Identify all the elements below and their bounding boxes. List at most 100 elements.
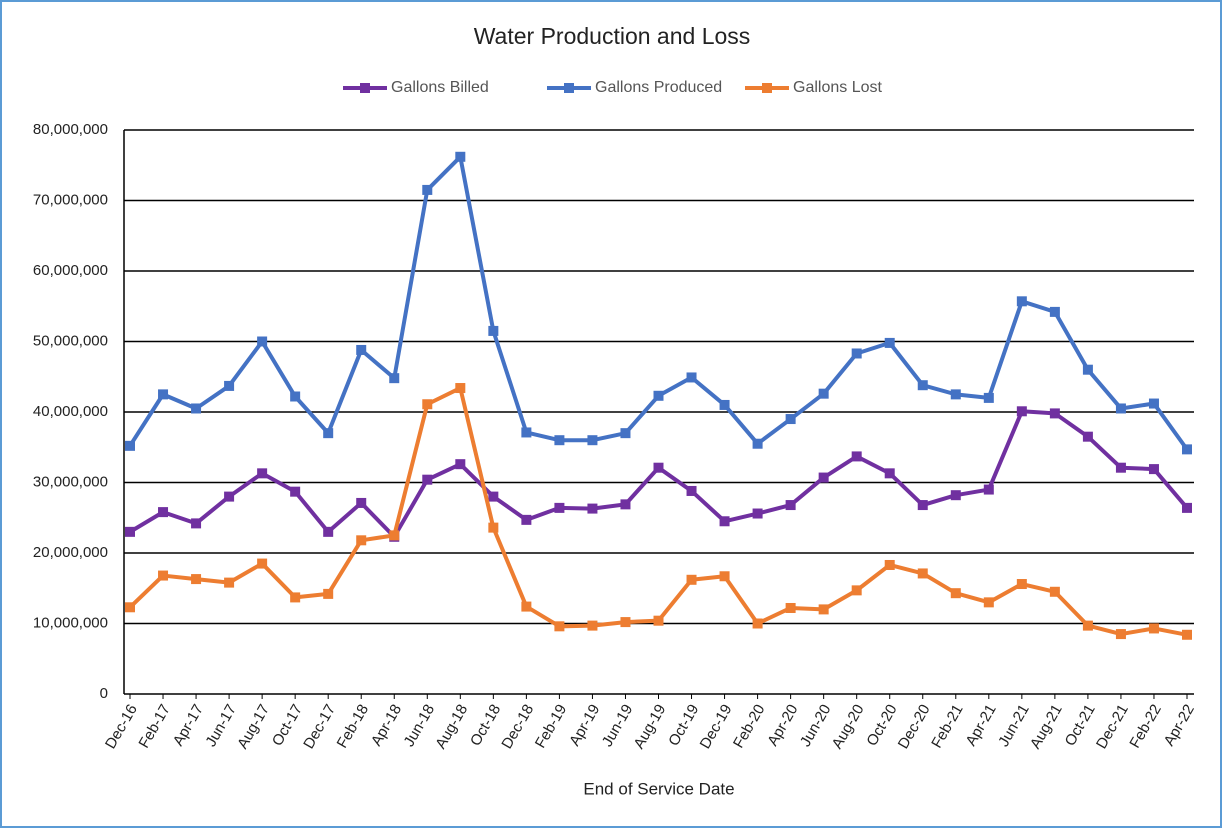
- marker: [158, 389, 169, 400]
- marker: [785, 602, 796, 613]
- marker: [1115, 462, 1126, 473]
- marker: [1148, 398, 1159, 409]
- marker: [950, 490, 961, 501]
- y-tick-label: 80,000,000: [33, 121, 108, 138]
- legend-marker: [564, 83, 574, 93]
- marker: [1016, 296, 1027, 307]
- marker: [686, 574, 697, 585]
- marker: [653, 390, 664, 401]
- marker: [455, 383, 466, 394]
- x-axis-label: End of Service Date: [583, 779, 734, 798]
- marker: [191, 403, 202, 414]
- marker: [158, 570, 169, 581]
- marker: [125, 440, 135, 451]
- marker: [1049, 306, 1060, 317]
- marker: [752, 508, 763, 519]
- marker: [455, 151, 466, 162]
- marker: [851, 348, 862, 359]
- marker: [158, 507, 169, 518]
- marker: [1049, 408, 1060, 419]
- marker: [917, 500, 928, 511]
- y-tick-label: 40,000,000: [33, 403, 108, 420]
- y-tick-label: 20,000,000: [33, 544, 108, 561]
- marker: [224, 380, 235, 391]
- marker: [521, 427, 532, 438]
- marker: [323, 428, 334, 439]
- marker: [587, 435, 598, 446]
- marker: [422, 184, 433, 195]
- marker: [1115, 629, 1126, 640]
- marker: [125, 602, 135, 613]
- marker: [719, 399, 730, 410]
- marker: [818, 472, 829, 483]
- marker: [1148, 623, 1159, 634]
- marker: [785, 500, 796, 511]
- marker: [719, 516, 730, 527]
- marker: [422, 399, 433, 410]
- marker: [752, 438, 763, 449]
- marker: [356, 497, 367, 508]
- marker: [488, 522, 499, 533]
- marker: [125, 526, 135, 537]
- marker: [389, 530, 400, 541]
- y-tick-label: 50,000,000: [33, 332, 108, 349]
- marker: [257, 468, 268, 479]
- marker: [356, 344, 367, 355]
- marker: [1016, 406, 1027, 417]
- y-tick-label: 10,000,000: [33, 614, 108, 631]
- marker: [587, 620, 598, 631]
- marker: [191, 574, 202, 585]
- marker: [983, 597, 994, 608]
- chart-title: Water Production and Loss: [474, 23, 751, 49]
- marker: [983, 484, 994, 495]
- marker: [686, 372, 697, 383]
- y-tick-label: 60,000,000: [33, 262, 108, 279]
- marker: [1115, 403, 1126, 414]
- marker: [257, 336, 268, 347]
- marker: [818, 604, 829, 615]
- marker: [554, 435, 565, 446]
- marker: [884, 337, 895, 348]
- legend-label: Gallons Billed: [391, 79, 489, 96]
- marker: [620, 499, 631, 510]
- marker: [191, 518, 202, 529]
- marker: [884, 559, 895, 570]
- marker: [488, 491, 499, 502]
- marker: [1182, 629, 1192, 640]
- marker: [884, 468, 895, 479]
- marker: [1148, 464, 1159, 475]
- marker: [554, 502, 565, 513]
- marker: [1082, 364, 1093, 375]
- marker: [1082, 431, 1093, 442]
- marker: [752, 618, 763, 629]
- marker: [323, 526, 334, 537]
- marker: [455, 459, 466, 470]
- marker: [851, 585, 862, 596]
- marker: [356, 535, 367, 546]
- legend-marker: [360, 83, 370, 93]
- marker: [686, 485, 697, 496]
- marker: [521, 514, 532, 525]
- marker: [983, 392, 994, 403]
- marker: [290, 391, 301, 402]
- marker: [620, 617, 631, 628]
- marker: [719, 571, 730, 582]
- marker: [1182, 502, 1192, 513]
- marker: [587, 503, 598, 514]
- legend-marker: [762, 83, 772, 93]
- marker: [620, 428, 631, 439]
- y-tick-label: 70,000,000: [33, 191, 108, 208]
- marker: [1049, 586, 1060, 597]
- marker: [950, 588, 961, 599]
- marker: [323, 588, 334, 599]
- legend-label: Gallons Produced: [595, 79, 722, 96]
- marker: [1182, 444, 1192, 455]
- marker: [917, 568, 928, 579]
- marker: [653, 615, 664, 626]
- marker: [224, 491, 235, 502]
- marker: [224, 577, 235, 588]
- marker: [290, 486, 301, 497]
- y-tick-label: 0: [100, 685, 108, 702]
- marker: [389, 373, 400, 384]
